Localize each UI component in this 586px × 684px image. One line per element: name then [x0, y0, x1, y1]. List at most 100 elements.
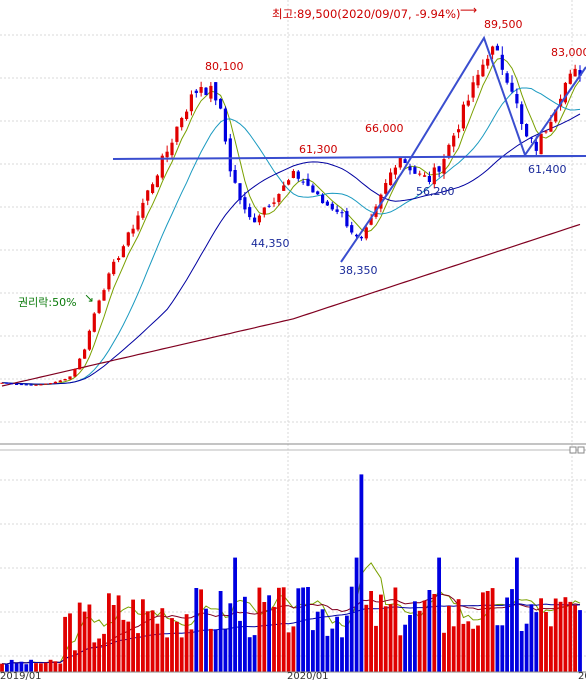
- volume-bar: [340, 637, 344, 672]
- volume-bar: [374, 625, 378, 672]
- candle-body: [277, 194, 281, 203]
- candle-body: [243, 197, 247, 210]
- volume-bar: [272, 606, 276, 672]
- candle-body: [568, 73, 572, 84]
- volume-bar: [5, 664, 9, 672]
- volume-bar: [432, 594, 437, 672]
- candle-body: [427, 176, 431, 182]
- volume-bar: [184, 614, 189, 672]
- volume-bar: [515, 557, 519, 672]
- volume-bar: [213, 629, 218, 672]
- volume-bar: [563, 597, 568, 672]
- volume-bar: [320, 609, 325, 672]
- price-label-38350: 38,350: [339, 264, 378, 277]
- candle-body: [10, 383, 14, 385]
- candle-body: [350, 225, 354, 233]
- volume-bar: [209, 628, 213, 672]
- candle-body: [330, 203, 334, 210]
- volume-bar: [58, 663, 63, 672]
- candle-body: [189, 94, 193, 112]
- volume-bar: [194, 588, 199, 672]
- candle-body: [151, 184, 155, 193]
- volume-bar: [364, 604, 369, 672]
- candle-body: [379, 194, 383, 209]
- candle-body: [321, 194, 325, 204]
- volume-bar: [388, 604, 393, 672]
- volume-bars: [0, 474, 582, 672]
- candle-body: [398, 157, 402, 168]
- volume-bar: [87, 604, 92, 672]
- volume-bar: [354, 557, 359, 672]
- candle-body: [423, 175, 427, 177]
- volume-bar: [262, 602, 267, 672]
- candle-body: [73, 369, 77, 377]
- volume-bar: [48, 659, 53, 672]
- volume-bar: [510, 589, 514, 672]
- candle-body: [92, 313, 96, 332]
- candle-body: [549, 122, 553, 132]
- candle-body: [24, 384, 28, 386]
- volume-bar: [291, 626, 296, 672]
- candle-body: [228, 138, 232, 172]
- ma-line-0: [1, 57, 581, 386]
- candle-body: [495, 45, 499, 51]
- candle-body: [219, 98, 223, 109]
- price-candles: [0, 43, 582, 386]
- candle-body: [58, 380, 62, 383]
- candle-body: [287, 180, 291, 185]
- panel-control-box: [577, 446, 585, 454]
- volume-bar: [451, 626, 456, 672]
- candle-body: [121, 246, 125, 258]
- volume-bar: [204, 608, 208, 672]
- candle-body: [442, 159, 446, 174]
- volume-bar: [296, 588, 301, 672]
- volume-bar: [349, 586, 354, 672]
- volume-bar: [369, 591, 373, 672]
- candle-body: [413, 167, 417, 174]
- candle-body: [87, 330, 91, 350]
- candle-body: [325, 201, 329, 206]
- candle-body: [486, 58, 490, 66]
- x-tick-label-2020: 2020/01: [287, 671, 329, 682]
- candle-body: [199, 87, 203, 93]
- volume-bar: [43, 662, 48, 672]
- candle-body: [97, 300, 101, 313]
- volume-bar: [228, 603, 233, 672]
- candle-body: [437, 166, 441, 172]
- candle-body: [34, 384, 38, 386]
- candle-body: [107, 273, 111, 290]
- candle-body: [102, 290, 106, 301]
- volume-bar: [281, 587, 286, 672]
- candle-body: [141, 202, 145, 218]
- volume-bar: [252, 635, 257, 672]
- candle-body: [5, 382, 9, 384]
- price-label-61400: 61,400: [528, 163, 567, 176]
- price-label-83000: 83,000: [551, 46, 586, 59]
- volume-bar: [476, 625, 480, 672]
- candle-body: [117, 258, 121, 260]
- candle-body: [233, 170, 237, 183]
- ma-line-2: [1, 113, 581, 385]
- candle-body: [83, 349, 87, 359]
- volume-bar: [29, 659, 33, 672]
- candle-body: [160, 155, 164, 178]
- volume-bar: [379, 594, 383, 672]
- volume-bar: [233, 557, 237, 672]
- candle-body: [418, 173, 422, 175]
- candle-body: [525, 124, 529, 137]
- volume-bar: [53, 661, 58, 672]
- candle-body: [447, 144, 451, 158]
- candle-body: [539, 133, 543, 155]
- volume-bar: [199, 589, 203, 672]
- candle-body: [476, 74, 480, 86]
- candle-body: [369, 217, 373, 225]
- candle-body: [49, 383, 53, 385]
- candle-body: [554, 109, 558, 122]
- volume-bar: [490, 588, 495, 672]
- volume-bar: [286, 632, 291, 672]
- candle-body: [573, 68, 577, 77]
- volume-bar: [471, 628, 475, 672]
- volume-bar: [505, 597, 509, 672]
- volume-bar: [73, 650, 77, 672]
